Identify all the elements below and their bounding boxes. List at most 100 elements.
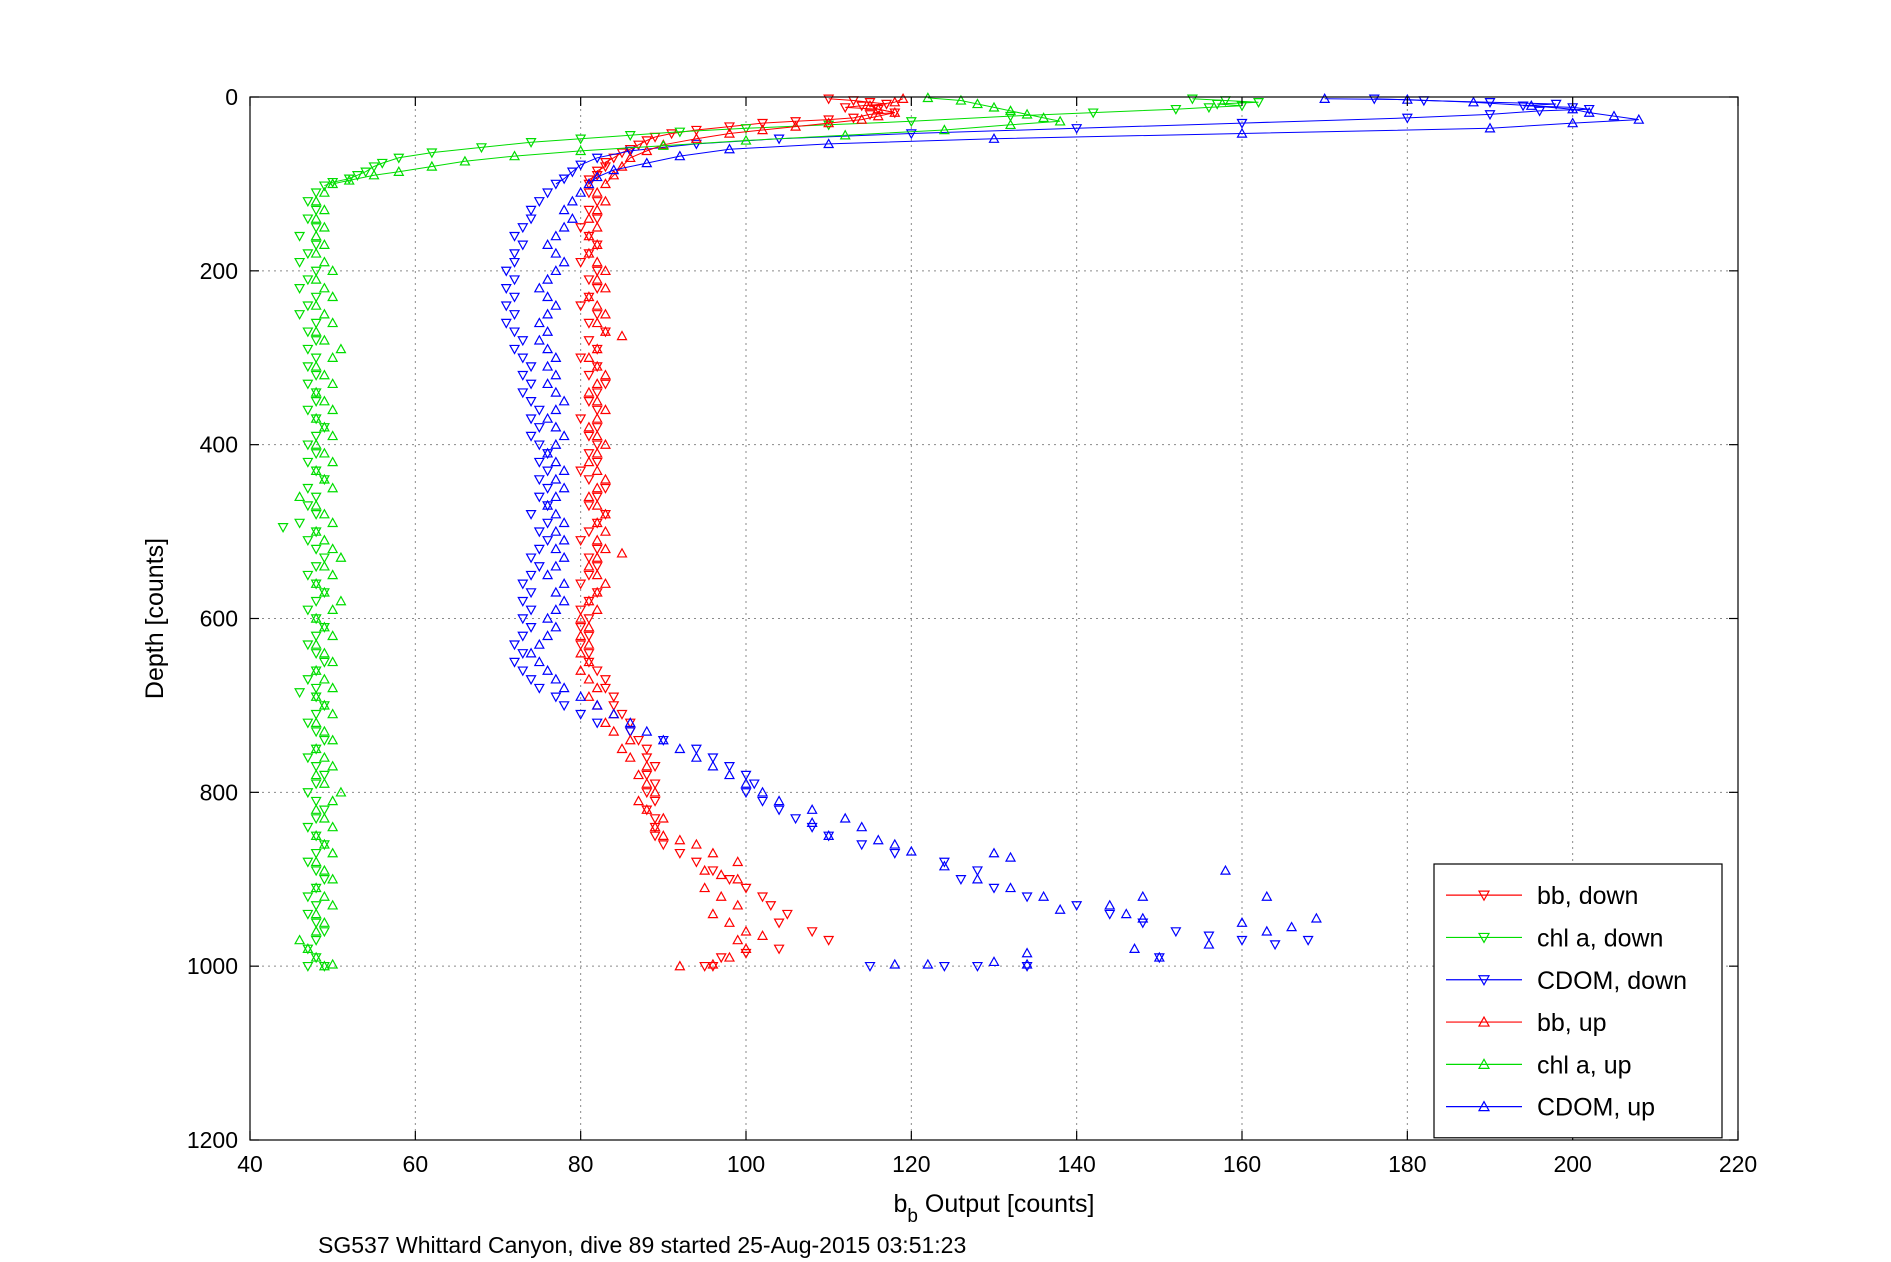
- data-point: [509, 275, 521, 286]
- data-point: [757, 892, 769, 903]
- data-point: [517, 240, 529, 251]
- data-point: [1054, 903, 1066, 914]
- data-point: [318, 960, 330, 971]
- data-point: [533, 638, 545, 649]
- data-point: [310, 431, 322, 442]
- data-point: [1583, 106, 1595, 117]
- data-point: [318, 657, 330, 668]
- x-tick-label: 80: [568, 1151, 594, 1177]
- data-point: [707, 961, 719, 972]
- data-point: [558, 682, 570, 693]
- data-point: [699, 864, 711, 875]
- data-point: [575, 160, 587, 171]
- data-point: [533, 440, 545, 451]
- data-point: [707, 753, 719, 764]
- data-point: [318, 181, 330, 192]
- data-point: [509, 640, 521, 651]
- data-point: [1038, 890, 1050, 901]
- data-point: [583, 230, 595, 241]
- data-point: [1120, 908, 1132, 919]
- data-point: [310, 908, 322, 919]
- data-point: [732, 934, 744, 945]
- data-point: [583, 386, 595, 397]
- data-point: [318, 927, 330, 938]
- data-point: [302, 249, 314, 260]
- data-point: [773, 805, 785, 816]
- data-point: [591, 343, 603, 354]
- data-point: [583, 275, 595, 286]
- data-point: [558, 482, 570, 493]
- data-point: [641, 725, 653, 736]
- data-point: [318, 890, 330, 901]
- data-point: [517, 370, 529, 381]
- data-point: [310, 544, 322, 555]
- data-point: [591, 682, 603, 693]
- data-point: [823, 120, 835, 131]
- data-point: [889, 958, 901, 969]
- data-point: [525, 362, 537, 373]
- x-axis-label: bb Output [counts]: [894, 1190, 1095, 1227]
- data-point: [1319, 93, 1331, 103]
- data-point: [302, 605, 314, 616]
- data-point: [575, 630, 587, 641]
- data-point: [509, 249, 521, 260]
- data-point: [327, 291, 339, 302]
- data-point: [633, 795, 645, 806]
- data-point: [1137, 890, 1149, 901]
- data-point: [715, 869, 727, 880]
- data-point: [591, 499, 603, 510]
- series-layer: [277, 92, 1645, 972]
- data-point: [360, 167, 372, 178]
- data-point: [500, 301, 512, 312]
- data-point: [599, 683, 611, 694]
- data-point: [542, 499, 554, 510]
- data-point: [624, 734, 636, 745]
- data-point: [310, 195, 322, 206]
- data-point: [558, 174, 570, 185]
- data-point: [624, 152, 636, 163]
- data-point: [318, 204, 330, 215]
- data-point: [781, 909, 793, 920]
- data-point: [583, 553, 595, 564]
- data-point: [823, 115, 835, 126]
- data-point: [599, 438, 611, 449]
- data-point: [302, 214, 314, 225]
- data-point: [517, 649, 529, 660]
- data-point: [599, 473, 611, 484]
- data-point: [318, 735, 330, 746]
- data-point: [707, 847, 719, 858]
- data-point: [773, 918, 785, 929]
- data-point: [583, 421, 595, 432]
- data-point: [1104, 899, 1116, 910]
- data-point: [310, 223, 322, 234]
- data-point: [318, 256, 330, 267]
- legend-item: bb, up: [1446, 1009, 1607, 1037]
- data-point: [318, 838, 330, 849]
- data-point: [723, 127, 735, 138]
- data-point: [500, 266, 512, 277]
- data-point: [542, 360, 554, 371]
- series-3: [575, 93, 909, 971]
- data-point: [583, 397, 595, 407]
- data-point: [583, 178, 595, 189]
- data-point: [575, 257, 587, 268]
- data-point: [938, 961, 950, 972]
- data-point: [542, 612, 554, 623]
- data-point: [1236, 935, 1248, 946]
- data-point: [1153, 951, 1165, 962]
- data-point: [302, 857, 314, 868]
- ticks: 40 60 80 100 120 140 160 180 200 220 0 200 400 600 800…: [187, 84, 1757, 1177]
- data-point: [327, 760, 339, 771]
- grid: [250, 97, 1738, 1140]
- data-point: [542, 518, 554, 529]
- data-point: [955, 94, 967, 105]
- data-point: [550, 265, 562, 276]
- data-point: [318, 508, 330, 519]
- data-point: [310, 325, 322, 336]
- data-point: [302, 275, 314, 286]
- data-point: [1310, 912, 1322, 923]
- data-point: [294, 491, 306, 502]
- data-point: [591, 430, 603, 441]
- data-point: [318, 473, 330, 484]
- data-point: [575, 605, 587, 616]
